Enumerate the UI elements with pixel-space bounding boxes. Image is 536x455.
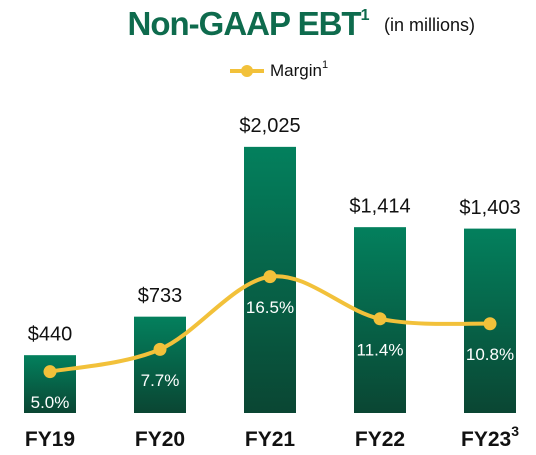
bar-value-label: $1,414 [349,195,410,217]
margin-marker [483,317,497,331]
legend: Margin1 [230,59,328,81]
margin-marker [43,365,57,379]
margin-label: 5.0% [31,393,70,412]
x-tick-label: FY20 [135,428,185,451]
category-text: FY23 [461,428,511,451]
category-text: FY21 [245,428,296,451]
x-tick-label: FY233 [461,423,519,451]
category-text: FY22 [355,428,405,451]
title-superscript: 1 [361,7,370,24]
margin-marker [263,270,277,284]
title-text: Non-GAAP EBT [128,5,362,42]
x-tick-label: FY19 [25,428,75,451]
chart-title: Non-GAAP EBT1 [128,5,370,42]
margin-label: 7.7% [141,371,180,390]
category-text: FY19 [25,428,75,451]
category-text: FY20 [135,428,185,451]
legend-text: Margin [270,61,322,80]
subtitle: (in millions) [384,15,475,35]
margin-marker [153,342,167,356]
legend-marker [241,65,253,77]
legend-superscript: 1 [322,59,328,71]
bar [24,355,76,413]
bar-value-label: $2,025 [239,115,300,137]
margin-label: 10.8% [466,345,514,364]
margin-label: 16.5% [246,298,294,317]
bar-value-label: $440 [28,323,73,345]
margin-marker [373,312,387,326]
x-tick-label: FY22 [355,428,405,451]
category-superscript: 3 [511,423,519,439]
bar-value-label: $733 [138,285,183,307]
legend-label: Margin1 [270,59,328,81]
x-tick-label: FY21 [245,428,296,451]
bar [134,316,186,413]
bar-value-label: $1,403 [459,197,520,219]
margin-label: 11.4% [357,340,404,359]
